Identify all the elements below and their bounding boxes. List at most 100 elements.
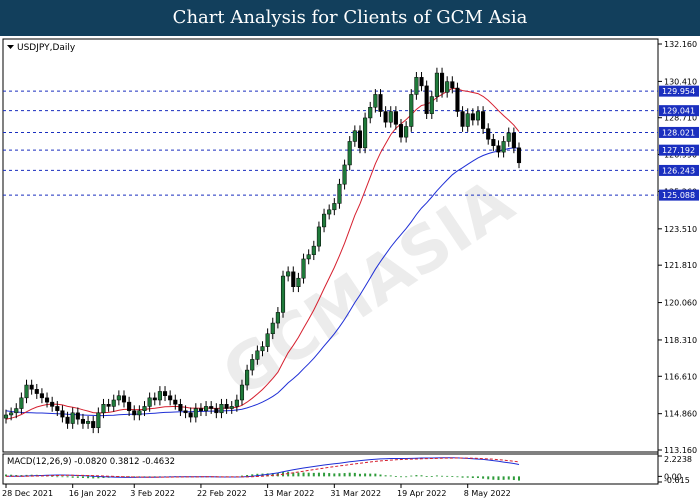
candle-body (75, 412, 80, 420)
candle-body (65, 416, 70, 424)
macd-histogram-bar (128, 476, 131, 478)
macd-signal-line (6, 457, 520, 478)
candle-body (50, 401, 55, 407)
candle (55, 401, 60, 417)
candle (363, 112, 368, 154)
candle (516, 142, 522, 169)
candle-body (39, 393, 44, 399)
candle-body (178, 404, 183, 411)
macd-histogram-bar (507, 476, 510, 480)
candle (275, 307, 280, 329)
candle (229, 401, 234, 414)
candle (481, 106, 486, 134)
candle (111, 394, 116, 412)
candle-body (219, 404, 224, 414)
candle-body (388, 111, 393, 123)
candle (60, 405, 65, 423)
macd-histogram-bar (97, 476, 100, 479)
candle-body (434, 72, 439, 97)
candle-body (157, 391, 162, 401)
candle-body (363, 117, 368, 149)
macd-histogram-bar (358, 473, 361, 477)
candle-body (414, 77, 419, 95)
candle-body (455, 87, 460, 112)
candle (214, 403, 219, 419)
candle-body (275, 312, 280, 324)
candle-body (116, 395, 121, 401)
price-axis: 132.160130.410128.710126.990125.260123.5… (658, 40, 697, 455)
macd-histogram-bar (466, 476, 469, 478)
macd-histogram-bar (415, 475, 418, 477)
candle-body (286, 271, 291, 277)
level-label: 125.088 (662, 191, 695, 200)
candle-body (501, 141, 506, 153)
candle (168, 390, 173, 406)
candle-body (475, 111, 481, 121)
macd-histogram-bar (410, 475, 413, 477)
macd-panel (2, 453, 659, 485)
candle-body (368, 107, 373, 119)
candle-body (424, 85, 429, 114)
candle-body (44, 397, 50, 403)
candle-body (445, 81, 450, 93)
candle-body (383, 111, 388, 123)
candle-body (24, 384, 29, 399)
candle (34, 383, 39, 399)
candle-body (373, 94, 378, 108)
candle (311, 240, 316, 261)
candle-body (342, 164, 347, 185)
candle (496, 140, 501, 158)
level-label-bg (659, 105, 699, 117)
level-label: 128.021 (662, 128, 695, 137)
candle (450, 76, 455, 94)
candle-body (142, 406, 147, 411)
candle-body (429, 96, 434, 114)
time-axis-label: 3 Feb 2022 (130, 489, 175, 498)
macd-histogram-bar (56, 476, 59, 478)
candle (116, 390, 121, 406)
chart-svg: GCMASIA 132.160130.410128.710126.990125.… (2, 38, 699, 498)
candle (29, 379, 34, 395)
candle-body (239, 384, 245, 401)
candle-body (337, 183, 342, 204)
candle-body (147, 397, 152, 407)
candle-body (270, 322, 275, 335)
candle (511, 127, 516, 154)
candle-body (516, 147, 522, 164)
price-axis-label: 121.810 (664, 261, 697, 270)
chart-banner: Chart Analysis for Clients of GCM Asia (0, 0, 700, 36)
candle (101, 398, 106, 419)
candle-body (224, 404, 229, 409)
candle (137, 405, 142, 421)
candle-body (296, 277, 301, 287)
candle (121, 390, 127, 408)
candle (127, 396, 132, 417)
candle (434, 67, 439, 102)
price-axis-label: 114.860 (664, 410, 697, 419)
macd-histogram-bar (71, 476, 74, 478)
macd-histogram-bar (518, 476, 520, 481)
candle-body (322, 213, 327, 228)
candle (270, 317, 275, 340)
macd-histogram-bar (307, 472, 310, 477)
macd-histogram-bar (317, 472, 320, 477)
macd-histogram-bar (76, 476, 79, 478)
candle-body (173, 399, 178, 405)
macd-histogram-bar (297, 472, 300, 477)
dropdown-triangle-icon[interactable] (7, 45, 14, 49)
macd-histogram-bar (122, 476, 125, 478)
candle (245, 364, 250, 391)
time-axis-label: 22 Feb 2022 (197, 489, 247, 498)
candle (455, 82, 460, 117)
candle-body (70, 412, 75, 424)
macd-histogram-bar (5, 474, 7, 477)
candle (65, 411, 70, 429)
macd-histogram-bar (348, 472, 351, 477)
candle (209, 401, 214, 414)
candle-body (486, 128, 491, 140)
candle (147, 392, 152, 412)
candle (19, 392, 24, 414)
macd-histogram-bar (323, 472, 326, 477)
level-label: 126.243 (662, 166, 695, 175)
candle (44, 392, 50, 408)
